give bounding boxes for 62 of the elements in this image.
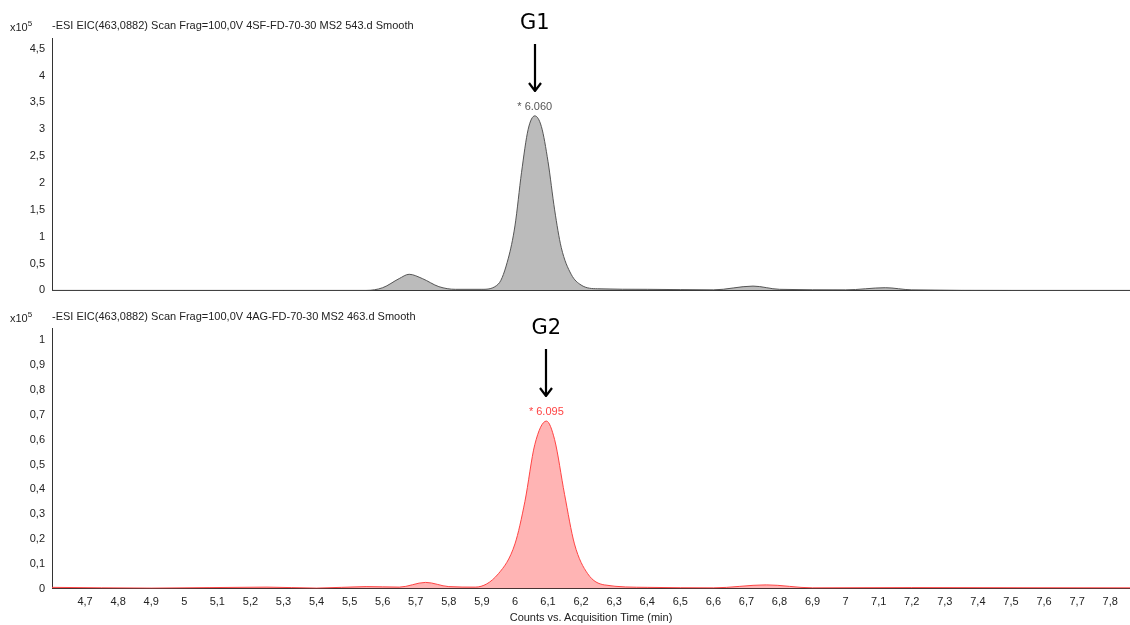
x-tick-label: 7,8 <box>1102 595 1118 608</box>
x-tick-label: 4,7 <box>77 595 93 608</box>
y-tick-label: 0,3 <box>29 507 45 520</box>
x-tick-label: 4,9 <box>143 595 159 608</box>
x-tick-label: 5,3 <box>275 595 292 608</box>
x-tick-label: 7,4 <box>970 595 986 608</box>
text: G1 <box>519 9 550 34</box>
y-tick-label: 0,8 <box>29 383 45 396</box>
x-tick-label: 5,9 <box>474 595 490 608</box>
x-tick-label: 7,7 <box>1069 595 1085 608</box>
y-tick-label: 1 <box>38 333 45 346</box>
x-tick-label: 5,2 <box>242 595 259 608</box>
annotation: * 6.060 <box>517 99 553 112</box>
x-tick-label: 5,8 <box>441 595 457 608</box>
x-tick-label: 6,9 <box>804 595 821 608</box>
x-tick-label: 7,1 <box>871 595 887 608</box>
y-tick-label: 0,5 <box>29 256 45 269</box>
x-tick-label: 6 <box>511 595 519 608</box>
y-tick-label: 3 <box>38 122 45 135</box>
x-tick-label: 5,1 <box>209 595 225 608</box>
x-tick-label: 5,5 <box>341 595 358 608</box>
x-tick-label: 6,4 <box>639 595 655 608</box>
x-tick-label: 5,7 <box>408 595 424 608</box>
x-tick-label: 6,1 <box>540 595 556 608</box>
chart-title: -ESI EIC(463,0882) Scan Frag=100,0V 4AG-FD-70-30 MS2 463.d Smooth <box>52 310 416 322</box>
y-tick-label: 1 <box>38 229 45 242</box>
y-tick-label: 0,6 <box>29 432 45 445</box>
x-axis-title: Counts vs. Acquisition Time (min) <box>509 611 673 624</box>
y-tick-label: 3,5 <box>29 95 45 108</box>
y-tick-label: 0,9 <box>29 358 45 371</box>
x-tick-label: 7,5 <box>1003 595 1019 608</box>
x-tick-label: 6,2 <box>573 595 589 608</box>
x-tick-label: 7,6 <box>1036 595 1052 608</box>
x-tick-label: 5 <box>181 595 188 608</box>
y-tick-label: 4,5 <box>29 41 45 54</box>
x-tick-label: 6,8 <box>771 595 788 608</box>
y-tick-label: 2,5 <box>29 149 45 162</box>
y-tick-label: 0,4 <box>29 482 45 495</box>
x-tick-label: 7,2 <box>904 595 920 608</box>
x-tick-label: 6,6 <box>705 595 721 608</box>
x-tick-label: 7,3 <box>937 595 953 608</box>
y-tick-label: 2 <box>38 176 45 189</box>
x-tick-label: 4,8 <box>110 595 126 608</box>
y-axis-title: x10$^{5}$ <box>10 310 33 324</box>
y-tick-label: 1,5 <box>29 202 45 215</box>
y-tick-label: 0,7 <box>29 407 45 420</box>
annotation: G2 <box>531 315 562 340</box>
y-tick-label: 0 <box>38 581 45 594</box>
y-tick-label: 0,2 <box>29 531 45 544</box>
chart-title: -ESI EIC(463,0882) Scan Frag=100,0V 4SF-FD-70-30 MS2 543.d Smooth <box>52 19 414 31</box>
y-tick-label: 0,5 <box>29 457 45 470</box>
y-tick-label: 4 <box>38 68 45 81</box>
x-tick-label: 6,5 <box>672 595 688 608</box>
x-tick-label: 5,4 <box>308 595 325 608</box>
x-tick-label: 7 <box>842 595 849 608</box>
annotation: * 6.095 <box>528 405 564 418</box>
x-tick-label: 6,3 <box>606 595 622 608</box>
x-tick-label: 6,7 <box>738 595 755 608</box>
x-tick-label: 5,6 <box>375 595 391 608</box>
y-tick-label: 0,1 <box>29 556 45 569</box>
y-axis-title: x10$^{5}$ <box>10 19 33 33</box>
y-tick-label: 0 <box>38 283 45 296</box>
